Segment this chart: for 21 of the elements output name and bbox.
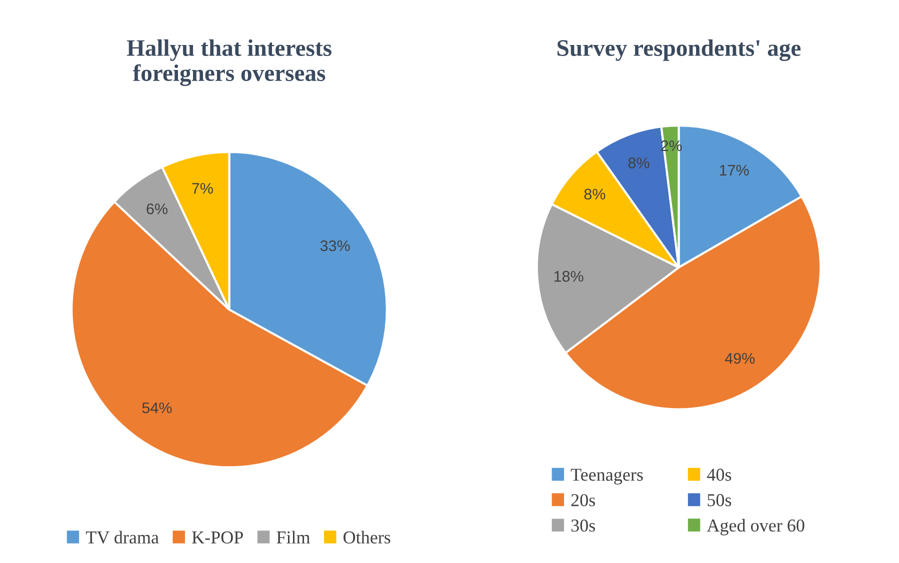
legend-label: Teenagers bbox=[570, 468, 643, 485]
legend-label: Aged over 60 bbox=[706, 518, 804, 536]
legend-label: Others bbox=[344, 530, 390, 544]
data-label: 7% bbox=[192, 183, 213, 194]
data-label: 6% bbox=[146, 203, 168, 214]
legend-label: K-POP bbox=[192, 531, 243, 544]
data-label: 33% bbox=[320, 240, 350, 252]
data-label: 49% bbox=[724, 352, 755, 364]
data-label: 8% bbox=[584, 188, 606, 200]
chart-title: Hallyu that interests foreigners overseas bbox=[126, 39, 332, 86]
data-label: 54% bbox=[142, 402, 172, 414]
legend-label: 50s bbox=[708, 494, 732, 506]
data-label: 8% bbox=[628, 158, 650, 168]
legend-label: 20s bbox=[571, 494, 596, 506]
data-label: 17% bbox=[720, 164, 749, 176]
legend-label: Film bbox=[276, 530, 310, 544]
legend-label: TV drama bbox=[86, 530, 159, 544]
data-label: 18% bbox=[554, 270, 584, 282]
legend-label: 40s bbox=[707, 468, 732, 481]
chart-title: Survey respondents' age bbox=[558, 39, 801, 62]
legend-label: 30s bbox=[571, 519, 596, 532]
